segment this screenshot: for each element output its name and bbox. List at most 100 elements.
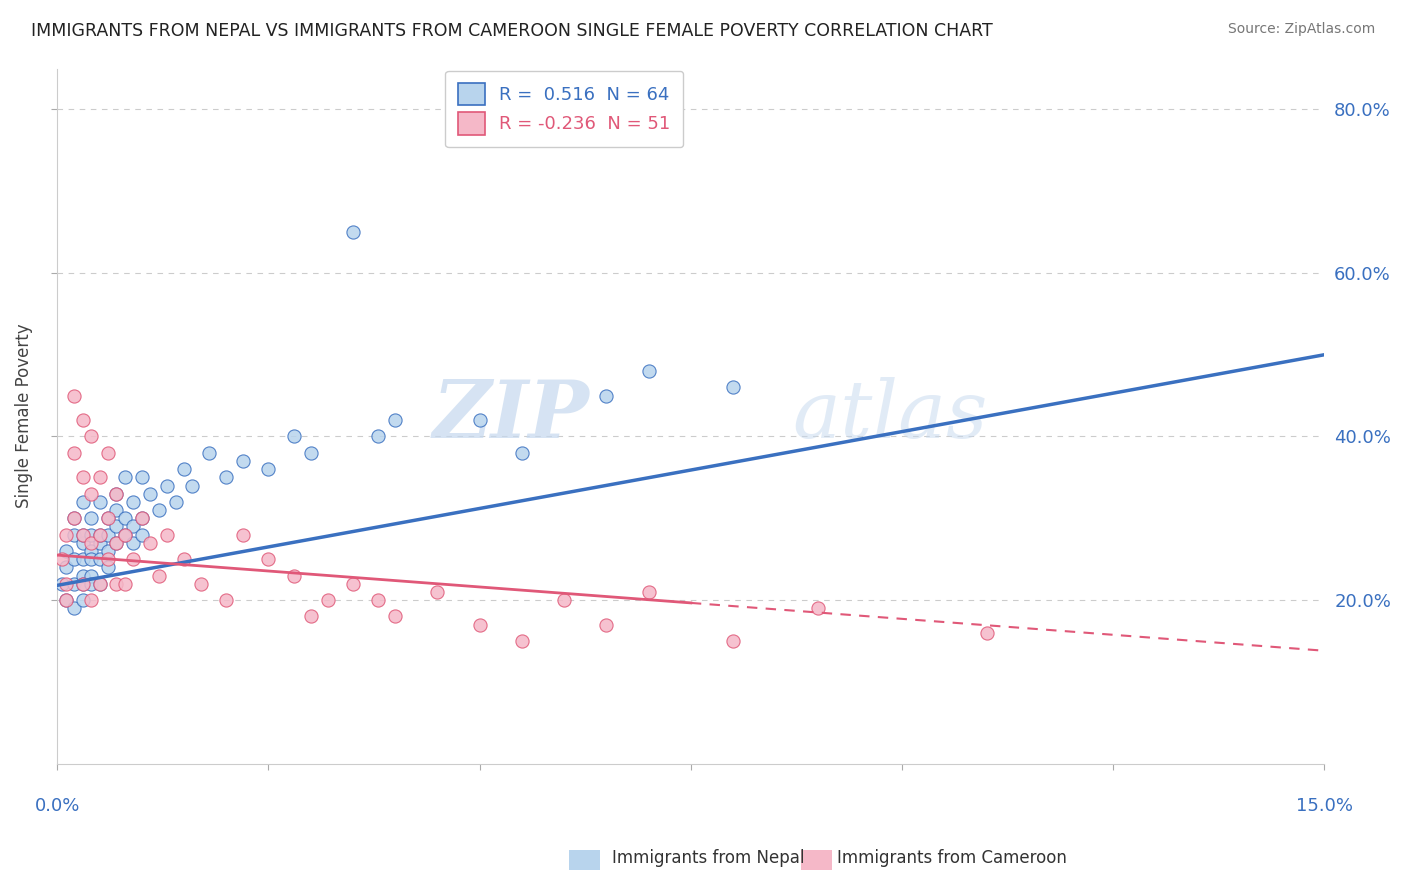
Point xyxy=(148,568,170,582)
Text: atlas: atlas xyxy=(792,377,987,455)
Point xyxy=(72,470,94,484)
Point xyxy=(367,593,389,607)
Point xyxy=(384,413,406,427)
Point xyxy=(257,462,280,476)
Point xyxy=(55,576,77,591)
Point xyxy=(89,527,111,541)
Point xyxy=(105,576,128,591)
Text: Immigrants from Nepal: Immigrants from Nepal xyxy=(612,849,804,867)
Point xyxy=(97,552,120,566)
Point xyxy=(80,511,103,525)
Point xyxy=(299,446,322,460)
Point xyxy=(89,527,111,541)
Point xyxy=(232,527,254,541)
Point xyxy=(72,593,94,607)
Point xyxy=(80,536,103,550)
Text: Immigrants from Cameroon: Immigrants from Cameroon xyxy=(837,849,1066,867)
Point xyxy=(283,429,305,443)
Point xyxy=(63,527,86,541)
Point xyxy=(257,552,280,566)
Point xyxy=(510,446,533,460)
Point xyxy=(122,536,145,550)
Point xyxy=(55,593,77,607)
Point xyxy=(181,478,204,492)
Point xyxy=(105,536,128,550)
Point xyxy=(63,389,86,403)
Point xyxy=(131,511,153,525)
Point xyxy=(232,454,254,468)
Point xyxy=(63,601,86,615)
Point xyxy=(139,536,162,550)
Point xyxy=(89,576,111,591)
Y-axis label: Single Female Poverty: Single Female Poverty xyxy=(15,324,32,508)
Point xyxy=(63,552,86,566)
Point xyxy=(114,511,136,525)
Point xyxy=(97,544,120,558)
Point xyxy=(114,527,136,541)
Point xyxy=(72,527,94,541)
Point xyxy=(80,593,103,607)
Point xyxy=(89,495,111,509)
Point xyxy=(72,552,94,566)
Point xyxy=(637,364,659,378)
Text: IMMIGRANTS FROM NEPAL VS IMMIGRANTS FROM CAMEROON SINGLE FEMALE POVERTY CORRELAT: IMMIGRANTS FROM NEPAL VS IMMIGRANTS FROM… xyxy=(31,22,993,40)
Point xyxy=(97,446,120,460)
Point xyxy=(80,527,103,541)
Point xyxy=(426,585,449,599)
Point xyxy=(283,568,305,582)
Point xyxy=(63,511,86,525)
Point xyxy=(173,552,195,566)
FancyBboxPatch shape xyxy=(562,846,609,874)
Point xyxy=(139,487,162,501)
Point xyxy=(553,593,575,607)
Point xyxy=(63,446,86,460)
Point xyxy=(72,568,94,582)
Point xyxy=(105,487,128,501)
Point xyxy=(89,552,111,566)
Point xyxy=(51,576,73,591)
Point xyxy=(80,576,103,591)
Point xyxy=(122,495,145,509)
Point xyxy=(215,593,238,607)
Point xyxy=(114,527,136,541)
Point xyxy=(105,519,128,533)
Point xyxy=(97,527,120,541)
Point xyxy=(976,625,998,640)
Point xyxy=(510,634,533,648)
Point xyxy=(72,576,94,591)
Point xyxy=(156,478,179,492)
Point xyxy=(114,576,136,591)
Point xyxy=(72,527,94,541)
FancyBboxPatch shape xyxy=(793,846,841,874)
Point xyxy=(55,544,77,558)
Point xyxy=(80,544,103,558)
Point xyxy=(299,609,322,624)
Point xyxy=(190,576,212,591)
Point xyxy=(595,617,617,632)
Point xyxy=(63,511,86,525)
Point xyxy=(122,519,145,533)
Point xyxy=(72,536,94,550)
Point xyxy=(114,470,136,484)
Point xyxy=(80,552,103,566)
Point xyxy=(89,536,111,550)
Point xyxy=(384,609,406,624)
Point xyxy=(122,552,145,566)
Point xyxy=(97,511,120,525)
Point xyxy=(131,470,153,484)
Point xyxy=(806,601,828,615)
Point xyxy=(63,576,86,591)
Point xyxy=(165,495,187,509)
Text: 15.0%: 15.0% xyxy=(1296,797,1353,815)
Point xyxy=(468,413,491,427)
Point xyxy=(342,225,364,239)
Point xyxy=(55,527,77,541)
Text: Source: ZipAtlas.com: Source: ZipAtlas.com xyxy=(1227,22,1375,37)
Point xyxy=(97,511,120,525)
Legend: R =  0.516  N = 64, R = -0.236  N = 51: R = 0.516 N = 64, R = -0.236 N = 51 xyxy=(446,70,683,147)
Point xyxy=(51,552,73,566)
Point xyxy=(637,585,659,599)
Point xyxy=(80,568,103,582)
Point xyxy=(316,593,339,607)
Point xyxy=(80,429,103,443)
